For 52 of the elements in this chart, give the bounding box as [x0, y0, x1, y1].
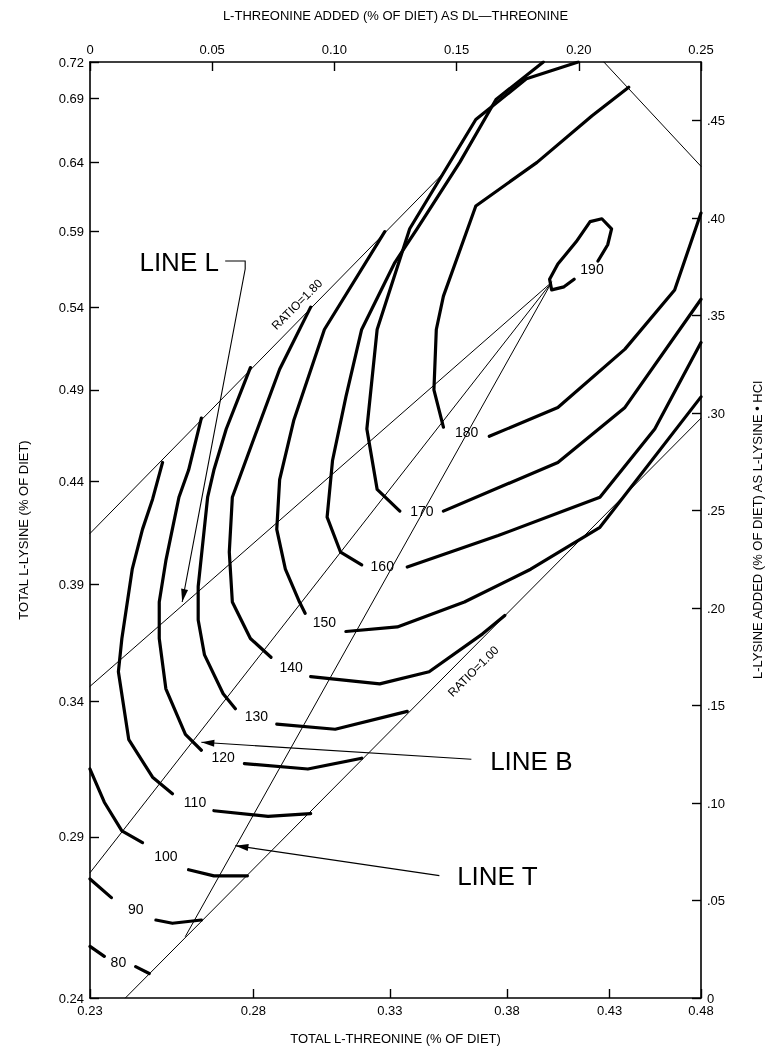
x2-tick-label: 0.05 — [199, 42, 225, 57]
y2-tick-label: .35 — [707, 308, 726, 323]
series-label: 150 — [312, 614, 337, 631]
y2-tick-label: .10 — [707, 795, 726, 811]
y-tick-label: 0.59 — [58, 224, 84, 240]
series-label: 140 — [279, 658, 303, 675]
y-tick-label: 0.54 — [58, 299, 84, 315]
y2-axis-title: L-LYSINE ADDED (% OF DIET) AS L-LYSINE • HCl — [750, 380, 765, 680]
x-tick-label: 0.48 — [688, 1003, 714, 1018]
y-tick-label: 0.34 — [58, 693, 84, 709]
y-axis-title: TOTAL L-LYSINE (% OF DIET) — [16, 440, 31, 620]
y2-tick-label: .45 — [707, 113, 726, 128]
annotation: LINE T — [457, 860, 538, 891]
annotation: LINE L — [139, 247, 219, 278]
series-label: 110 — [183, 794, 207, 811]
series-label: 190 — [580, 261, 604, 278]
y2-tick-label: .15 — [707, 698, 726, 713]
x-tick-label: 0.28 — [240, 1003, 267, 1018]
series-label: 170 — [410, 503, 434, 520]
series-label: 100 — [154, 848, 178, 865]
y2-tick-label: .20 — [707, 600, 726, 616]
y-tick-label: 0.72 — [58, 54, 84, 70]
x2-tick-label: 0.10 — [321, 42, 348, 57]
x-axis-title: TOTAL L-THREONINE (% OF DIET) — [290, 1031, 501, 1046]
y-tick-label: 0.64 — [58, 154, 84, 170]
y-tick-label: 0.69 — [58, 90, 84, 106]
x-tick-label: 0.43 — [596, 1003, 623, 1018]
series-label: 80 — [110, 953, 127, 970]
y-tick-label: 0.39 — [58, 576, 84, 592]
series-label: 180 — [455, 423, 479, 440]
y2-tick-label: 0 — [707, 990, 715, 1006]
annotation: LINE B — [490, 746, 573, 777]
legend-label: 120 — [211, 748, 236, 765]
y-tick-label: 0.49 — [58, 382, 84, 398]
y-tick-label: 0.29 — [58, 829, 84, 845]
y-tick-label: 0.44 — [58, 474, 84, 490]
series-label: 90 — [127, 900, 144, 917]
x2-axis-title: L-THREONINE ADDED (% OF DIET) AS DL—THREONINE — [222, 8, 569, 23]
y2-tick-label: .05 — [707, 893, 726, 908]
y-tick-label: 0.24 — [58, 990, 84, 1006]
x2-tick-label: 0 — [86, 42, 94, 57]
x-tick-label: 0.23 — [77, 1003, 103, 1018]
x-tick-label: 0.38 — [494, 1003, 520, 1018]
series-label: 130 — [244, 708, 269, 725]
series-label: 160 — [370, 557, 395, 574]
x2-tick-label: 0.25 — [688, 42, 714, 57]
x-tick-label: 0.33 — [377, 1003, 403, 1018]
y2-tick-label: .30 — [707, 405, 726, 421]
y2-tick-label: .40 — [707, 210, 726, 226]
x2-tick-label: 0.20 — [566, 42, 592, 57]
x2-tick-label: 0.15 — [443, 42, 470, 57]
y2-tick-label: .25 — [707, 503, 726, 518]
